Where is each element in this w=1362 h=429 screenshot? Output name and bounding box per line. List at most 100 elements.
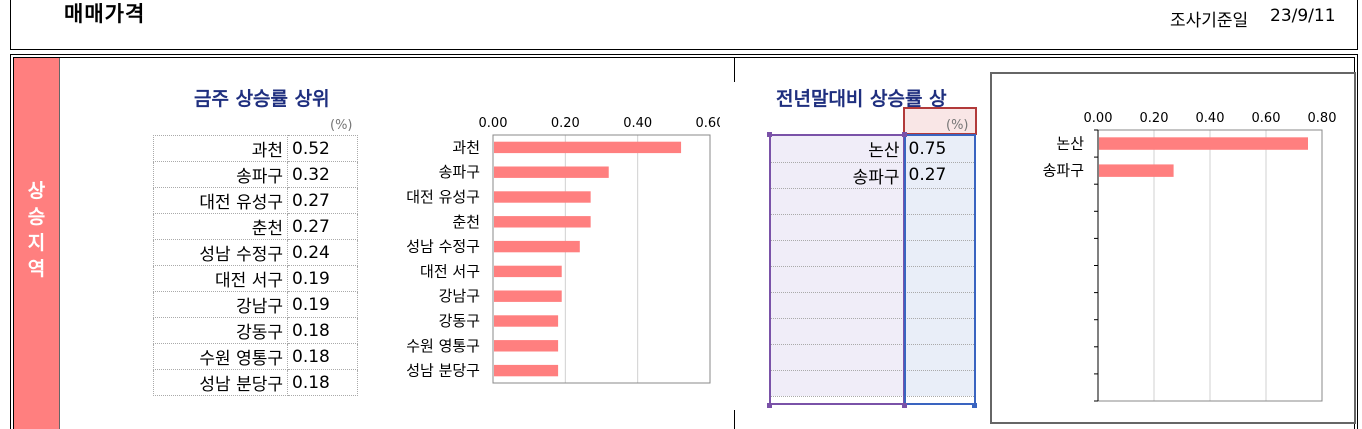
- selection-handle[interactable]: [902, 403, 907, 408]
- bar: [494, 265, 562, 278]
- plot-area: [492, 134, 711, 384]
- region-name-cell[interactable]: 성남 수정구: [153, 239, 288, 266]
- rate-value-cell[interactable]: [904, 370, 974, 397]
- rate-value-cell[interactable]: 0.19: [287, 265, 358, 292]
- rate-value-cell[interactable]: 0.18: [287, 369, 358, 396]
- table-row: 과천 0.52: [153, 135, 358, 162]
- rate-value-cell[interactable]: [904, 240, 974, 267]
- rate-value-cell[interactable]: 0.18: [287, 343, 358, 370]
- selection-handle[interactable]: [767, 403, 772, 408]
- selection-handle[interactable]: [902, 132, 907, 137]
- table-row: [770, 370, 974, 397]
- bar: [494, 364, 559, 377]
- bar: [1099, 164, 1174, 177]
- selection-range-values[interactable]: [904, 134, 976, 405]
- bar: [494, 141, 682, 154]
- rate-value-cell[interactable]: [904, 266, 974, 293]
- region-name-cell[interactable]: 성남 분당구: [153, 369, 288, 396]
- category-label: 대전 유성구: [406, 188, 480, 206]
- table-row: 춘천 0.27: [153, 213, 358, 240]
- tick-label: 0.20: [1140, 111, 1169, 126]
- side-label-char: 상: [27, 180, 46, 202]
- table-row: 송파구 0.27: [770, 162, 974, 189]
- category-label: 논산: [1056, 135, 1084, 153]
- survey-date-value: 23/9/11: [1270, 6, 1336, 26]
- region-name-cell[interactable]: 과천: [153, 135, 288, 162]
- bar: [494, 340, 559, 352]
- table-row: 수원 영통구 0.18: [153, 343, 358, 370]
- region-name-cell[interactable]: 춘천: [153, 213, 288, 240]
- annual-unit: (%): [946, 118, 969, 133]
- region-name-cell[interactable]: 송파구: [770, 162, 905, 189]
- category-label: 과천: [452, 138, 480, 156]
- region-name-cell[interactable]: 대전 유성구: [153, 187, 288, 214]
- category-label: 성남 분당구: [406, 362, 480, 380]
- selection-handle[interactable]: [972, 403, 977, 408]
- tick-label: 0.40: [623, 116, 652, 131]
- region-name-cell[interactable]: 논산: [770, 136, 905, 163]
- region-name-cell[interactable]: [770, 188, 905, 215]
- annual-unit-cell[interactable]: [903, 107, 977, 135]
- category-label: 대전 서구: [420, 262, 480, 280]
- table-row: 강남구 0.19: [153, 291, 358, 318]
- region-name-cell[interactable]: 강동구: [153, 317, 288, 344]
- table-row: 대전 유성구 0.27: [153, 187, 358, 214]
- table-row: [770, 188, 974, 215]
- category-label: 송파구: [1043, 162, 1084, 180]
- rate-value-cell[interactable]: 0.32: [287, 161, 358, 188]
- table-row: [770, 292, 974, 319]
- rate-value-cell[interactable]: 0.27: [287, 187, 358, 214]
- region-name-cell[interactable]: [770, 318, 905, 345]
- region-name-cell[interactable]: [770, 266, 905, 293]
- tick-label: 0.60: [1252, 111, 1281, 126]
- rate-value-cell[interactable]: [904, 214, 974, 241]
- region-name-cell[interactable]: 대전 서구: [153, 265, 288, 292]
- rate-value-cell[interactable]: 0.19: [287, 291, 358, 318]
- bar: [494, 315, 559, 327]
- region-name-cell[interactable]: [770, 292, 905, 319]
- region-name-cell[interactable]: 수원 영통구: [153, 343, 288, 370]
- survey-date-label: 조사기준일: [1170, 11, 1249, 31]
- table-row: [770, 266, 974, 293]
- selection-handle[interactable]: [767, 132, 772, 137]
- rate-value-cell[interactable]: [904, 188, 974, 215]
- side-bar: [14, 58, 60, 429]
- side-label-char: 역: [27, 258, 46, 280]
- rate-value-cell[interactable]: 0.75: [904, 136, 974, 163]
- category-label: 춘천: [452, 213, 480, 231]
- rate-value-cell[interactable]: 0.27: [904, 162, 974, 189]
- region-name-cell[interactable]: [770, 214, 905, 241]
- region-name-cell[interactable]: 강남구: [153, 291, 288, 318]
- weekly-title: 금주 상승률 상위: [194, 88, 330, 110]
- tick-label: 0.00: [479, 116, 508, 131]
- table-row: 성남 분당구 0.18: [153, 369, 358, 396]
- side-label-char: 승: [27, 206, 46, 228]
- tick-label: 0.20: [551, 116, 580, 131]
- table-row: 송파구 0.32: [153, 161, 358, 188]
- tick-label: 0.60: [696, 116, 720, 131]
- rate-value-cell[interactable]: 0.52: [287, 135, 358, 162]
- section-divider-bottom: [734, 410, 735, 429]
- table-row: [770, 344, 974, 371]
- region-name-cell[interactable]: [770, 370, 905, 397]
- rate-value-cell[interactable]: [904, 318, 974, 345]
- region-name-cell[interactable]: 송파구: [153, 161, 288, 188]
- table-row: 성남 수정구 0.24: [153, 239, 358, 266]
- rate-value-cell[interactable]: [904, 292, 974, 319]
- side-label-char: 지: [27, 232, 46, 254]
- region-name-cell[interactable]: [770, 344, 905, 371]
- annual-table: 논산 0.75 송파구 0.27: [770, 136, 974, 397]
- weekly-table: 과천 0.52 송파구 0.32 대전 유성구 0.27 춘천 0.27 성남 수정구 0.24 대…: [153, 135, 358, 396]
- rate-value-cell[interactable]: 0.18: [287, 317, 358, 344]
- category-label: 성남 수정구: [406, 238, 480, 256]
- rate-value-cell[interactable]: 0.24: [287, 239, 358, 266]
- selection-range-names[interactable]: [769, 134, 905, 405]
- rate-value-cell[interactable]: [904, 344, 974, 371]
- annual-title: 전년말대비 상승률 상: [776, 88, 947, 110]
- rate-value-cell[interactable]: 0.27: [287, 213, 358, 240]
- annual-chart-frame[interactable]: 0.00 0.20 0.40 0.60 0.80 논산 송파구: [990, 72, 1356, 424]
- region-name-cell[interactable]: [770, 240, 905, 267]
- table-row: 강동구 0.18: [153, 317, 358, 344]
